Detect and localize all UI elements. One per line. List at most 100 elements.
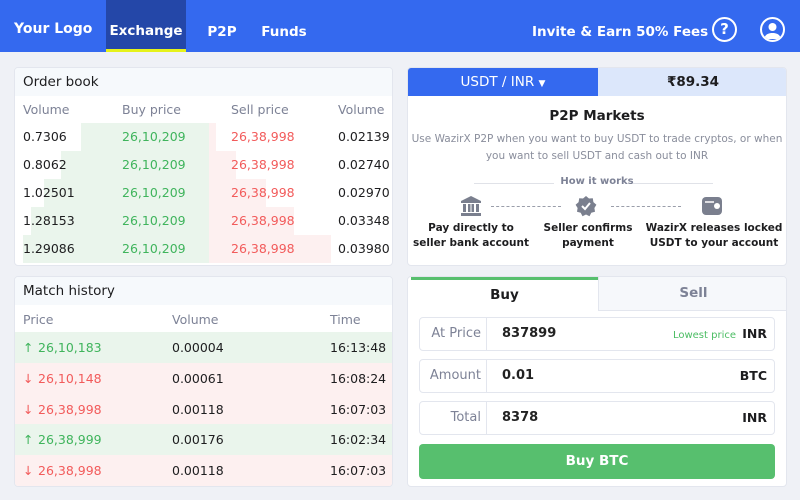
col-price: Price bbox=[23, 312, 54, 327]
user-circle-icon[interactable] bbox=[760, 17, 785, 42]
p2p-desc-2: you want to sell USDT and cash out to IN… bbox=[485, 150, 709, 162]
trade-time: 16:08:24 bbox=[330, 370, 387, 386]
tab-sell[interactable]: Sell bbox=[598, 277, 786, 311]
sell-price[interactable]: 26,38,998 bbox=[231, 213, 295, 228]
step-line-2: USDT to your account bbox=[649, 237, 779, 249]
field-label: Total bbox=[420, 402, 487, 434]
trade-panel: Buy Sell At Price 837899 Lowest price IN… bbox=[407, 276, 787, 487]
total-input[interactable]: 8378 bbox=[502, 410, 539, 425]
sell-volume: 0.03348 bbox=[338, 213, 390, 228]
invite-link[interactable]: Invite & Earn 50% Fees bbox=[532, 24, 709, 40]
step-text: Pay directly to seller bank account bbox=[408, 221, 541, 251]
field-label: At Price bbox=[420, 318, 487, 350]
col-buy-price: Buy price bbox=[122, 102, 181, 117]
logo[interactable]: Your Logo bbox=[14, 21, 93, 37]
sell-price[interactable]: 26,38,998 bbox=[231, 157, 295, 172]
p2p-desc-1: Use WazirX P2P when you want to buy USDT… bbox=[411, 133, 783, 145]
dash-connector bbox=[491, 206, 561, 207]
buy-price[interactable]: 26,10,209 bbox=[122, 185, 186, 200]
sell-volume: 0.02740 bbox=[338, 157, 390, 172]
col-volume-sell: Volume bbox=[338, 102, 385, 117]
pair-label: USDT / INR bbox=[460, 74, 535, 90]
arrow-up-icon: ↑ bbox=[23, 340, 34, 355]
sell-price[interactable]: 26,38,998 bbox=[231, 185, 295, 200]
caret-down-icon: ▼ bbox=[538, 79, 546, 89]
step-line-1: WazirX releases locked bbox=[645, 222, 783, 234]
match-history-title: Match history bbox=[15, 277, 392, 305]
trade-time: 16:13:48 bbox=[330, 340, 387, 355]
buy-volume: 1.02501 bbox=[23, 185, 75, 200]
buy-btc-button[interactable]: Buy BTC bbox=[419, 444, 775, 479]
field-unit: INR bbox=[742, 410, 767, 425]
buy-price[interactable]: 26,10,209 bbox=[122, 241, 186, 256]
order-book-panel: Order book Volume Buy price Sell price V… bbox=[14, 67, 393, 266]
buy-volume: 1.29086 bbox=[23, 241, 75, 256]
pair-selector[interactable]: USDT / INR ▼ bbox=[408, 68, 598, 96]
buy-depth-bar bbox=[81, 123, 209, 151]
nav-exchange[interactable]: Exchange bbox=[106, 0, 186, 52]
question-circle-icon[interactable]: ? bbox=[712, 17, 737, 42]
trade-price: 26,10,148 bbox=[38, 370, 102, 386]
buy-price[interactable]: 26,10,209 bbox=[122, 213, 186, 228]
lowest-price-link[interactable]: Lowest price bbox=[672, 330, 736, 341]
dash-connector bbox=[611, 206, 681, 207]
sell-volume: 0.02139 bbox=[338, 129, 390, 144]
total-field[interactable]: Total 8378 INR bbox=[419, 401, 775, 435]
trade-time: 16:07:03 bbox=[330, 463, 387, 479]
trade-volume: 0.00004 bbox=[172, 340, 224, 355]
arrow-up-icon: ↑ bbox=[23, 432, 34, 448]
step-line-2: payment bbox=[562, 237, 614, 249]
buy-volume: 1.28153 bbox=[23, 213, 75, 228]
buy-depth-bar bbox=[44, 179, 209, 207]
sell-volume: 0.02970 bbox=[338, 185, 390, 200]
table-row: ↑ 26,38,999 0.00176 16:02:34 bbox=[15, 424, 392, 456]
trade-volume: 0.00061 bbox=[172, 370, 224, 386]
table-row: ↓ 26,38,998 0.00118 16:07:03 bbox=[15, 393, 392, 425]
buy-depth-bar bbox=[23, 235, 209, 263]
divider bbox=[633, 183, 713, 184]
nav-funds[interactable]: Funds bbox=[261, 24, 307, 40]
bank-icon bbox=[461, 196, 481, 216]
field-label: Amount bbox=[420, 360, 487, 392]
wallet-icon bbox=[702, 197, 722, 215]
trade-time: 16:07:03 bbox=[330, 401, 387, 417]
p2p-panel: USDT / INR ▼ ₹89.34 P2P Markets Use Wazi… bbox=[407, 67, 787, 266]
how-it-works: How it works bbox=[560, 176, 634, 187]
buy-depth-bar bbox=[31, 207, 209, 235]
buy-depth-bar bbox=[61, 151, 209, 179]
buy-price[interactable]: 26,10,209 bbox=[122, 129, 186, 144]
sell-price[interactable]: 26,38,998 bbox=[231, 241, 295, 256]
sell-depth-bar bbox=[209, 179, 266, 207]
arrow-down-icon: ↓ bbox=[23, 463, 34, 479]
tab-buy[interactable]: Buy bbox=[411, 277, 598, 311]
step-line-1: Seller confirms bbox=[543, 222, 633, 234]
trade-price: 26,38,998 bbox=[38, 401, 102, 417]
step-text: WazirX releases locked USDT to your accou… bbox=[644, 221, 784, 251]
arrow-down-icon: ↓ bbox=[23, 401, 34, 417]
step-line-2: seller bank account bbox=[413, 237, 529, 249]
step-text: Seller confirms payment bbox=[518, 221, 658, 251]
field-unit: INR bbox=[742, 326, 767, 341]
table-row: ↑ 26,10,183 0.00004 16:13:48 bbox=[15, 332, 392, 363]
p2p-title: P2P Markets bbox=[549, 108, 645, 124]
price-field[interactable]: At Price 837899 Lowest price INR bbox=[419, 317, 775, 351]
verified-badge-icon bbox=[575, 196, 597, 217]
top-nav: Your Logo Exchange P2P Funds Invite & Ea… bbox=[0, 0, 800, 52]
nav-p2p[interactable]: P2P bbox=[207, 24, 237, 40]
buy-volume: 0.8062 bbox=[23, 157, 67, 172]
sell-depth-bar bbox=[209, 151, 236, 179]
col-volume: Volume bbox=[23, 102, 70, 117]
sell-price[interactable]: 26,38,998 bbox=[231, 129, 295, 144]
amount-input[interactable]: 0.01 bbox=[502, 368, 535, 383]
sell-depth-bar bbox=[209, 235, 331, 263]
trade-price: 26,38,999 bbox=[38, 432, 102, 448]
sell-depth-bar bbox=[209, 207, 294, 235]
amount-field[interactable]: Amount 0.01 BTC bbox=[419, 359, 775, 393]
step-line-1: Pay directly to bbox=[428, 222, 514, 234]
trade-volume: 0.00118 bbox=[172, 401, 224, 417]
buy-price[interactable]: 26,10,209 bbox=[122, 157, 186, 172]
trade-volume: 0.00118 bbox=[172, 463, 224, 479]
divider bbox=[474, 183, 554, 184]
trade-time: 16:02:34 bbox=[330, 432, 387, 448]
price-input[interactable]: 837899 bbox=[502, 326, 557, 341]
